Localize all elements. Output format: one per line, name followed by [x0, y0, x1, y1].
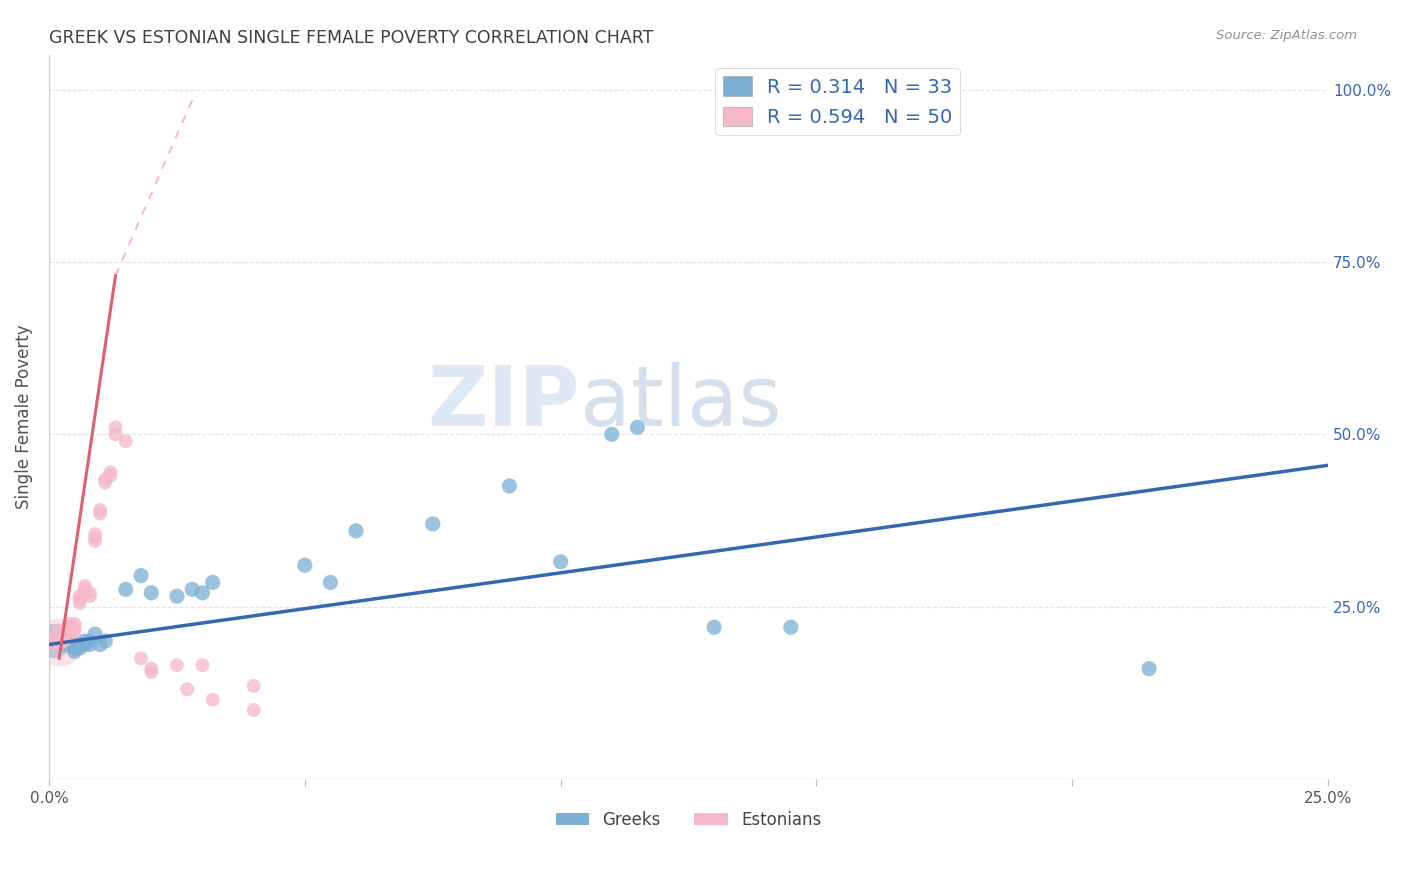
- Y-axis label: Single Female Poverty: Single Female Poverty: [15, 325, 32, 509]
- Point: [100, 468, 122, 483]
- Point: [626, 420, 648, 434]
- Point: [79, 634, 101, 648]
- Point: [100, 465, 122, 479]
- Point: [242, 703, 264, 717]
- Point: [319, 575, 342, 590]
- Text: Source: ZipAtlas.com: Source: ZipAtlas.com: [1216, 29, 1357, 42]
- Point: [42, 631, 65, 645]
- Point: [42, 634, 65, 648]
- Point: [600, 427, 623, 442]
- Point: [703, 620, 725, 634]
- Point: [58, 616, 80, 631]
- Point: [63, 644, 86, 658]
- Point: [48, 627, 70, 641]
- Point: [181, 582, 204, 597]
- Point: [53, 634, 76, 648]
- Point: [63, 624, 86, 638]
- Point: [141, 662, 163, 676]
- Point: [63, 640, 86, 655]
- Text: atlas: atlas: [579, 362, 782, 443]
- Point: [45, 634, 67, 648]
- Point: [89, 638, 111, 652]
- Point: [73, 634, 96, 648]
- Point: [73, 579, 96, 593]
- Point: [242, 679, 264, 693]
- Point: [58, 634, 80, 648]
- Point: [141, 586, 163, 600]
- Point: [42, 638, 65, 652]
- Point: [53, 624, 76, 638]
- Point: [94, 472, 117, 486]
- Point: [166, 658, 188, 673]
- Point: [191, 586, 214, 600]
- Point: [191, 658, 214, 673]
- Point: [69, 589, 91, 603]
- Point: [84, 531, 107, 545]
- Point: [294, 558, 316, 573]
- Point: [58, 620, 80, 634]
- Point: [104, 420, 127, 434]
- Point: [56, 620, 79, 634]
- Point: [48, 638, 70, 652]
- Point: [53, 634, 76, 648]
- Point: [114, 582, 136, 597]
- Point: [79, 638, 101, 652]
- Point: [1137, 662, 1160, 676]
- Point: [104, 427, 127, 442]
- Point: [780, 620, 803, 634]
- Point: [79, 586, 101, 600]
- Point: [166, 589, 188, 603]
- Point: [94, 634, 117, 648]
- Point: [58, 627, 80, 641]
- Point: [63, 620, 86, 634]
- Point: [89, 503, 111, 517]
- Point: [53, 631, 76, 645]
- Point: [201, 692, 224, 706]
- Point: [89, 507, 111, 521]
- Point: [53, 627, 76, 641]
- Point: [344, 524, 367, 538]
- Point: [48, 635, 70, 649]
- Point: [129, 568, 152, 582]
- Point: [73, 586, 96, 600]
- Legend: Greeks, Estonians: Greeks, Estonians: [550, 805, 828, 836]
- Text: ZIP: ZIP: [427, 362, 579, 443]
- Point: [94, 475, 117, 490]
- Point: [201, 575, 224, 590]
- Point: [422, 516, 444, 531]
- Point: [73, 582, 96, 597]
- Point: [58, 624, 80, 638]
- Point: [48, 624, 70, 638]
- Point: [69, 596, 91, 610]
- Point: [48, 634, 70, 648]
- Point: [550, 555, 572, 569]
- Point: [84, 627, 107, 641]
- Point: [79, 589, 101, 603]
- Point: [114, 434, 136, 449]
- Point: [498, 479, 520, 493]
- Point: [69, 592, 91, 607]
- Point: [73, 638, 96, 652]
- Point: [84, 527, 107, 541]
- Point: [141, 665, 163, 679]
- Point: [53, 638, 76, 652]
- Point: [84, 534, 107, 549]
- Point: [176, 682, 198, 697]
- Point: [42, 634, 65, 648]
- Point: [48, 631, 70, 645]
- Point: [69, 638, 91, 652]
- Point: [41, 638, 63, 652]
- Text: GREEK VS ESTONIAN SINGLE FEMALE POVERTY CORRELATION CHART: GREEK VS ESTONIAN SINGLE FEMALE POVERTY …: [49, 29, 654, 46]
- Point: [129, 651, 152, 665]
- Point: [63, 616, 86, 631]
- Point: [69, 640, 91, 655]
